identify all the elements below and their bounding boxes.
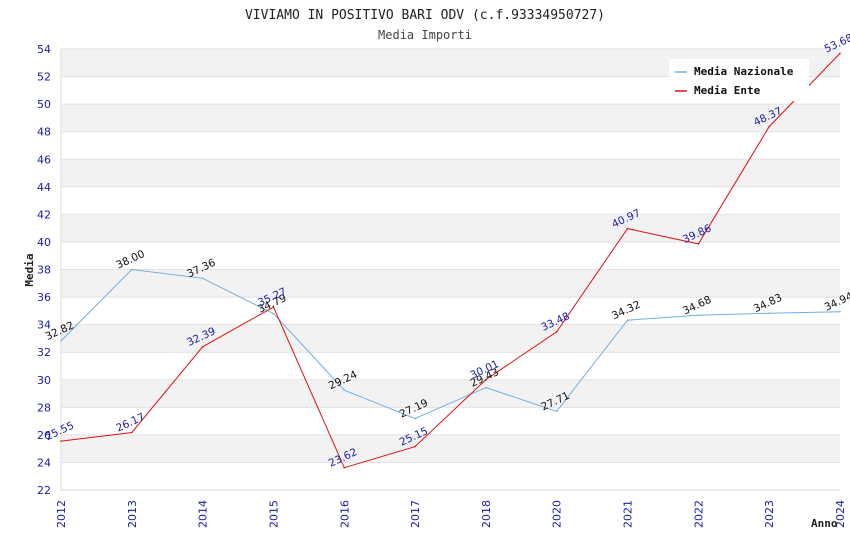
y-tick-label: 42	[37, 208, 51, 221]
x-tick-label: 2015	[267, 500, 280, 528]
y-tick-label: 50	[37, 98, 51, 111]
data-point	[839, 52, 841, 55]
data-point	[131, 431, 133, 434]
data-point	[485, 378, 487, 381]
data-point	[414, 445, 416, 448]
grid-band	[61, 104, 840, 132]
y-tick-label: 32	[37, 346, 51, 359]
data-point	[272, 312, 275, 315]
x-axis-title: Anno	[811, 517, 838, 530]
y-tick-label: 40	[37, 236, 51, 249]
data-point	[60, 340, 62, 342]
data-point	[343, 466, 346, 469]
data-point	[60, 440, 62, 442]
data-point	[626, 319, 629, 322]
y-tick-label: 36	[37, 291, 51, 304]
series-lines	[60, 52, 841, 469]
series-line-1	[60, 53, 841, 469]
y-tick-label: 28	[37, 401, 51, 414]
data-point	[839, 310, 841, 313]
data-point	[485, 386, 487, 389]
legend-box	[669, 59, 809, 101]
x-tick-label: 2012	[55, 500, 68, 528]
x-tick-label: 2017	[409, 500, 422, 528]
data-point	[768, 125, 770, 128]
legend-label-nazionale: Media Nazionale	[694, 65, 794, 78]
x-tick-label: 2014	[197, 500, 210, 528]
x-tick-label: 2021	[622, 500, 635, 528]
data-point	[768, 312, 770, 314]
y-axis-title: Media	[23, 253, 36, 286]
x-tick-label: 2023	[763, 500, 776, 528]
data-point	[414, 417, 416, 420]
legend-label-ente: Media Ente	[694, 84, 761, 97]
x-tick-label: 2018	[480, 500, 493, 528]
x-tick-label: 2016	[338, 500, 351, 528]
y-axis-ticks: 22 24 26 28 30 32 34 36 38 40 42 44 46 48 50 52 54	[37, 43, 51, 497]
y-tick-label: 54	[37, 43, 51, 56]
data-point	[201, 277, 204, 280]
data-point	[201, 346, 204, 348]
chart-subtitle: Media Importi	[378, 28, 472, 42]
grid-band	[61, 159, 840, 187]
chart-title: VIVIAMO IN POSITIVO BARI ODV (c.f.933349…	[245, 8, 605, 23]
grid-band	[61, 324, 840, 353]
x-tick-label: 2013	[126, 500, 139, 528]
y-tick-label: 52	[37, 71, 51, 84]
data-point	[555, 330, 558, 333]
y-tick-label: 22	[37, 484, 51, 497]
y-tick-label: 44	[37, 181, 51, 194]
y-tick-label: 34	[37, 319, 51, 332]
data-point	[555, 410, 558, 413]
grid-bands	[60, 48, 840, 491]
y-tick-label: 48	[37, 126, 51, 139]
y-tick-label: 46	[37, 153, 51, 166]
data-point	[272, 306, 275, 308]
data-point	[131, 268, 133, 271]
grid-band	[61, 269, 840, 298]
data-point	[343, 389, 346, 392]
data-point	[697, 314, 700, 317]
y-tick-label: 24	[37, 456, 51, 469]
grid-band	[61, 434, 840, 463]
x-tick-label: 2020	[551, 500, 564, 528]
series-line-0	[60, 268, 841, 420]
y-tick-label: 38	[37, 264, 51, 277]
data-point	[626, 227, 629, 230]
y-tick-label: 26	[37, 429, 51, 442]
x-tick-label: 2022	[692, 500, 705, 528]
grid-band	[61, 214, 840, 242]
data-point	[697, 243, 700, 245]
x-axis-ticks: 2012 2013 2014 2015 2016 2017 2018 2020 2021 2022…	[55, 500, 847, 528]
legend: Media Nazionale Media Ente	[669, 59, 809, 101]
y-tick-label: 30	[37, 374, 51, 387]
x-tick-label: 2024	[834, 500, 847, 528]
